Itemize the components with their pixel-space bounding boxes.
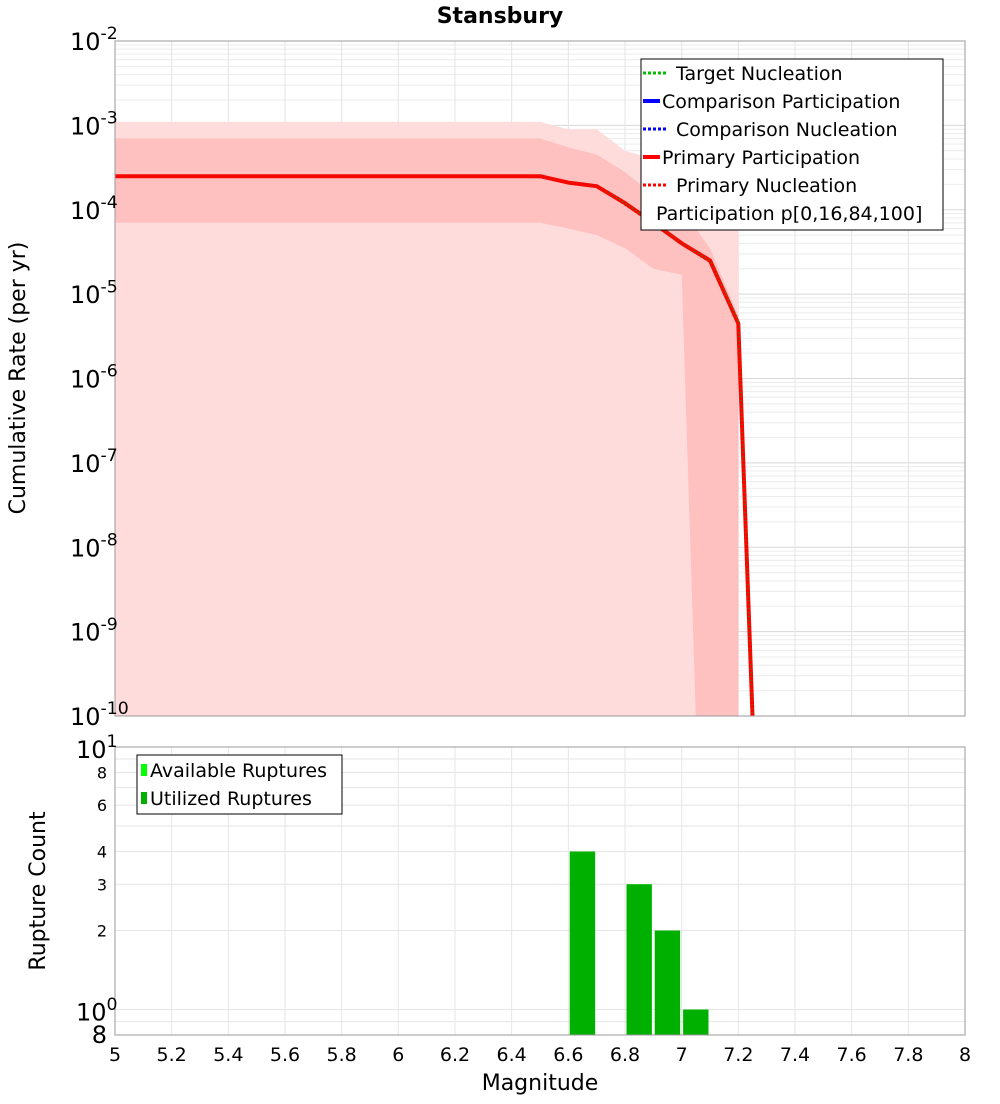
utilized-rupture-bar: [683, 1009, 709, 1035]
bottom-plot-frame: [114, 746, 966, 1036]
bottom-bars: [569, 851, 709, 1035]
top-y-tick-labels: 10-210-310-410-510-610-710-810-910-10: [70, 24, 129, 731]
x-tick-labels: 5 5.2 5.4 5.6 5.8 6 6.2 6.4 6.6 6.8 7 7.2 7.4 7.6 7.8 8: [109, 1044, 971, 1066]
top-y-tick-label-exp: -10: [101, 699, 129, 719]
legend-label: Primary Nucleation: [676, 175, 857, 197]
x-tick-label: 5.6: [270, 1044, 300, 1066]
x-tick-label: 7.6: [837, 1044, 867, 1066]
x-tick-label: 5: [109, 1044, 121, 1066]
top-y-tick-label-exp: -8: [101, 530, 118, 550]
top-y-tick-label-exp: -4: [101, 193, 118, 213]
x-tick-label: 7: [676, 1044, 688, 1066]
legend-swatch: [141, 792, 147, 804]
top-y-tick-label: 10-9: [70, 615, 118, 647]
top-legend-box: [640, 58, 944, 231]
top-y-tick-label-exp: -7: [101, 446, 118, 466]
top-y-tick-label-base: 10: [70, 112, 101, 140]
top-y-tick-label: 10-5: [70, 277, 118, 309]
top-y-tick-label-base: 10: [70, 281, 101, 309]
top-y-tick-label: 10-3: [70, 109, 118, 141]
top-y-tick-label-base: 10: [70, 619, 101, 647]
bottom-y-tick-label-exp: 1: [107, 732, 118, 752]
bottom-legend-box: [136, 754, 343, 815]
bottom-legend: Available Ruptures Utilized Ruptures: [136, 754, 343, 815]
x-tick-label: 5.4: [213, 1044, 243, 1066]
top-y-tick-label-exp: -2: [101, 24, 118, 44]
utilized-rupture-bar: [626, 884, 652, 1035]
bottom-y-tick-label: 8: [97, 763, 107, 782]
top-y-axis-label: Cumulative Rate (per yr): [6, 242, 31, 515]
top-legend: Target Nucleation Comparison Participatio…: [640, 58, 944, 231]
x-tick-label: 7.4: [780, 1044, 810, 1066]
chart-title: Stansbury: [437, 4, 564, 29]
top-y-tick-label-base: 10: [70, 28, 101, 56]
bottom-y-axis-label: Rupture Count: [26, 811, 51, 971]
bottom-y-tick-label-base: 10: [76, 999, 107, 1027]
bottom-y-tick-label: 101: [76, 732, 118, 764]
band-p16-p84: [115, 138, 739, 716]
legend-label: Target Nucleation: [675, 63, 843, 85]
x-tick-label: 7.2: [723, 1044, 753, 1066]
legend-swatch: [141, 764, 147, 776]
utilized-rupture-bar: [569, 851, 596, 1035]
top-y-tick-label-exp: -6: [101, 362, 118, 382]
top-y-tick-label: 10-7: [70, 446, 118, 478]
top-y-tick-label: 10-4: [70, 193, 118, 225]
legend-label: Primary Participation: [662, 147, 860, 169]
top-y-tick-label-exp: -3: [101, 109, 118, 129]
bottom-y-tick-label: 4: [97, 842, 107, 861]
bottom-y-tick-label: 3: [97, 875, 107, 894]
top-y-tick-label-exp: -9: [101, 615, 118, 635]
legend-label: Participation p[0,16,84,100]: [656, 203, 922, 225]
x-tick-label: 6.4: [497, 1044, 527, 1066]
series-line-primary-nucleation: [115, 175, 754, 716]
x-tick-label: 6: [392, 1044, 404, 1066]
top-y-tick-label-base: 10: [70, 703, 101, 731]
top-series-lines: [115, 174, 755, 716]
bottom-y-tick-label: 2: [97, 922, 107, 941]
bottom-y-tick-label: 100: [76, 995, 118, 1027]
x-tick-label: 6.8: [610, 1044, 640, 1066]
x-tick-label: 6.2: [440, 1044, 470, 1066]
legend-label: Utilized Ruptures: [150, 788, 312, 810]
top-y-tick-label-base: 10: [70, 450, 101, 478]
x-tick-label: 5.8: [327, 1044, 357, 1066]
x-tick-label: 5.2: [157, 1044, 187, 1066]
top-y-tick-label-base: 10: [70, 197, 101, 225]
band-p0-p100: [115, 121, 739, 716]
legend-label: Available Ruptures: [150, 760, 327, 782]
top-y-tick-label: 10-10: [70, 699, 129, 731]
x-tick-label: 6.6: [553, 1044, 583, 1066]
bottom-y-tick-label-exp: 0: [107, 995, 118, 1015]
legend-label: Comparison Participation: [662, 91, 900, 113]
top-plot-frame: [114, 40, 966, 717]
legend-label: Comparison Nucleation: [676, 119, 898, 141]
x-axis-label: Magnitude: [482, 1071, 599, 1096]
top-y-tick-label: 10-6: [70, 362, 118, 394]
top-y-tick-label-base: 10: [70, 366, 101, 394]
bottom-y-tick-label: 8: [92, 1021, 107, 1049]
bottom-y-tick-label: 6: [97, 796, 107, 815]
top-y-tick-label: 10-8: [70, 530, 118, 562]
top-percentile-bands: [115, 121, 739, 716]
bottom-y-tick-label-base: 10: [76, 736, 107, 764]
utilized-rupture-bar: [654, 930, 681, 1035]
top-y-tick-label: 10-2: [70, 24, 118, 56]
x-tick-label: 7.8: [893, 1044, 923, 1066]
top-y-tick-label-base: 10: [70, 534, 101, 562]
x-tick-label: 8: [959, 1044, 971, 1066]
top-y-tick-label-exp: -5: [101, 277, 118, 297]
